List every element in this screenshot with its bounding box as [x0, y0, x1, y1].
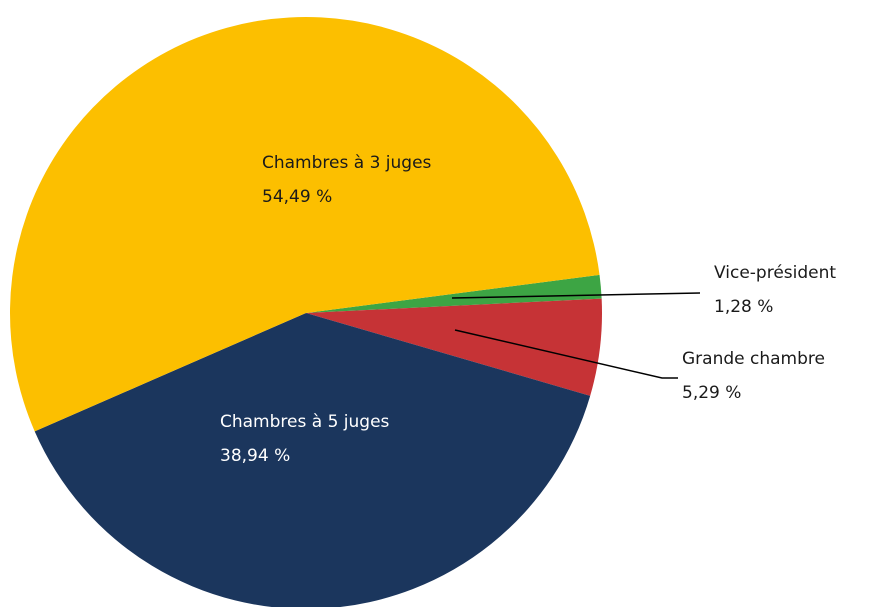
slice-label: Vice-président — [714, 263, 836, 283]
pie-slice — [34, 313, 591, 607]
slice-label: Grande chambre — [682, 349, 825, 369]
slice-value-label: 38,94 % — [220, 446, 290, 466]
slice-label: Chambres à 3 juges — [262, 153, 432, 173]
slice-value-label: 1,28 % — [714, 297, 773, 317]
slice-label: Chambres à 5 juges — [220, 412, 390, 432]
pie-slice — [10, 17, 600, 432]
leader-line — [454, 329, 678, 379]
leader-line — [451, 292, 701, 299]
pie-slice — [306, 274, 602, 313]
pie-slice — [306, 298, 602, 396]
slice-value-label: 5,29 % — [682, 383, 741, 403]
slice-value-label: 54,49 % — [262, 187, 332, 207]
